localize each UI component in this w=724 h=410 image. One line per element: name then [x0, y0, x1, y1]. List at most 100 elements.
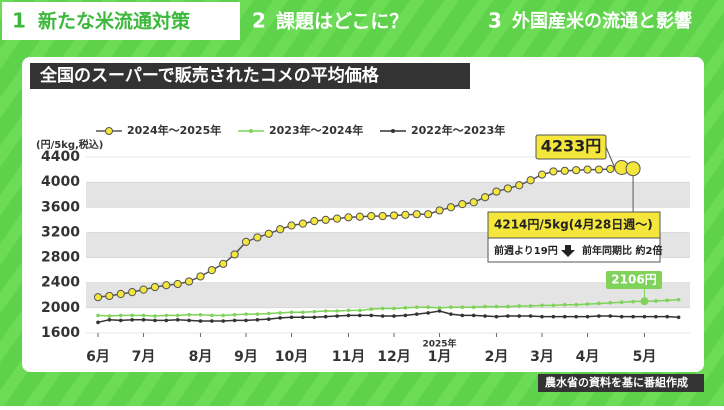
point	[221, 313, 226, 318]
point	[198, 319, 203, 323]
point	[537, 170, 547, 179]
point	[597, 301, 601, 306]
point	[128, 288, 137, 297]
tab-label: 外国産米の流通と影響	[512, 10, 692, 32]
point	[118, 313, 123, 318]
callout: 前年同期比 約2倍	[582, 244, 662, 257]
point	[93, 293, 103, 302]
point	[369, 307, 374, 311]
point	[335, 314, 339, 318]
point	[175, 318, 180, 322]
point	[528, 314, 533, 318]
y-axis-label: (円/5kg,税込)	[36, 138, 103, 151]
point	[426, 305, 430, 310]
point	[483, 314, 487, 318]
y-tick-label: 4400	[41, 149, 80, 165]
point	[503, 184, 512, 193]
point	[130, 318, 134, 322]
x-tick-label: 7月	[132, 349, 156, 365]
point	[551, 303, 556, 308]
point	[460, 313, 465, 318]
point	[164, 318, 169, 323]
y-tick-label: 4000	[41, 174, 80, 190]
tab-num: 1	[12, 9, 26, 33]
point	[389, 211, 399, 220]
tab-num: 3	[488, 9, 502, 33]
point	[526, 176, 535, 185]
y-tick-label: 2400	[41, 275, 80, 291]
point	[506, 304, 510, 309]
callout-head	[487, 211, 661, 239]
year-label: 2025年	[423, 338, 457, 350]
x-tick-label: 6月	[86, 349, 110, 365]
point	[585, 302, 590, 306]
point	[540, 303, 544, 308]
point	[517, 314, 522, 318]
grid-band	[86, 182, 690, 208]
series-line	[97, 298, 679, 317]
y-tick-label: 2800	[41, 250, 80, 266]
x-tick-label: 8月	[189, 349, 213, 365]
point	[162, 281, 171, 290]
x-tick-label: 10月	[275, 349, 308, 365]
point	[412, 210, 421, 219]
point	[583, 165, 592, 174]
callout: 前週より19円	[494, 244, 558, 257]
point	[266, 317, 271, 321]
point	[335, 309, 339, 313]
point	[574, 302, 578, 307]
point	[401, 210, 410, 219]
point	[221, 319, 226, 323]
point	[471, 305, 476, 310]
point	[606, 164, 615, 174]
point	[253, 233, 262, 242]
callout-box	[535, 134, 607, 160]
point	[321, 215, 330, 224]
active-tab[interactable]	[2, 2, 240, 40]
legend-marker	[391, 129, 395, 133]
legend-label: 2022年～2023年	[411, 123, 505, 137]
point	[210, 319, 214, 323]
chart-title: 全国のスーパーで販売されたコメの平均価格	[39, 65, 380, 86]
point	[278, 311, 282, 315]
point	[435, 206, 444, 215]
x-tick-label: 1月	[428, 349, 452, 365]
point	[528, 304, 533, 308]
tab-label: 課題はどこに？	[276, 10, 408, 33]
point	[367, 211, 376, 221]
point	[585, 314, 590, 319]
point	[355, 212, 364, 221]
x-tick-label: 4月	[576, 349, 600, 365]
point	[150, 283, 160, 292]
point	[301, 310, 305, 315]
point	[654, 299, 658, 303]
point	[96, 320, 100, 325]
x-tick-label: 2月	[485, 349, 509, 365]
point	[358, 308, 362, 313]
point	[255, 312, 260, 316]
point	[139, 285, 148, 294]
title-bar	[30, 63, 470, 89]
point	[676, 297, 681, 302]
y-tick-label: 1600	[41, 325, 80, 341]
point	[289, 315, 294, 320]
point	[164, 313, 169, 318]
callout: 4233円	[541, 137, 602, 156]
point	[116, 289, 125, 299]
point	[392, 314, 396, 318]
point	[597, 314, 601, 318]
point	[480, 193, 490, 202]
y-tick-label: 3600	[41, 199, 80, 215]
callout: 4214円/5kg(4月28日週～)	[494, 217, 653, 232]
point	[414, 305, 419, 310]
point	[369, 313, 374, 318]
point	[264, 229, 273, 238]
point	[631, 299, 635, 304]
legend-label: 2023年～2024年	[269, 123, 363, 137]
callout-box	[606, 271, 662, 289]
point	[414, 312, 419, 316]
point	[515, 181, 524, 190]
point	[619, 314, 624, 319]
point	[654, 314, 658, 319]
y-tick-label: 2000	[41, 300, 80, 316]
